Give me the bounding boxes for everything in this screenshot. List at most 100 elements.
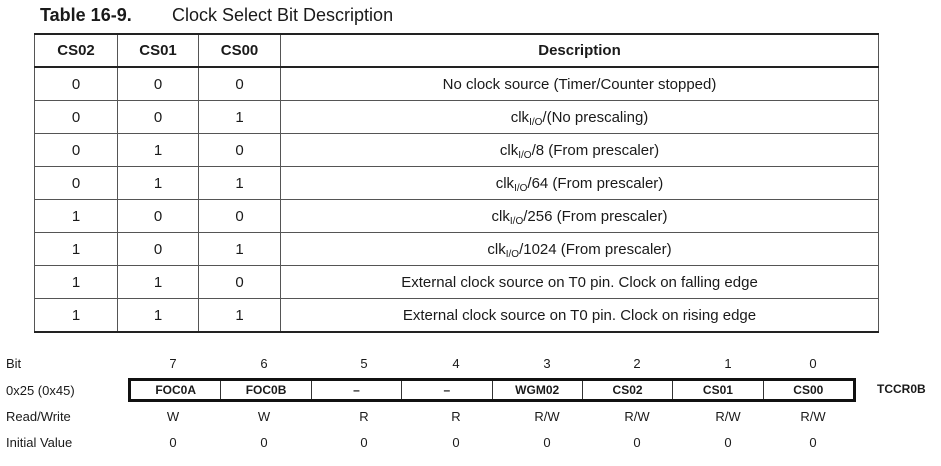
- description-text: clk: [491, 207, 510, 225]
- description-text: clk: [499, 141, 519, 159]
- initial-value: 0: [260, 435, 268, 450]
- cell-description: clkI/O/8 (From prescaler): [280, 133, 879, 167]
- cell-cs00: 1: [198, 298, 281, 333]
- register-field: –: [402, 381, 493, 399]
- cell-cs02: 1: [34, 265, 118, 299]
- bit-number: 5: [360, 356, 368, 371]
- table-row: 1 1 0 External clock source on T0 pin. Cloc…: [34, 265, 879, 299]
- cell-cs00: 0: [198, 66, 281, 101]
- description-text: clk: [510, 108, 530, 126]
- cell-cs02: 0: [34, 133, 118, 167]
- table-caption: Table 16-9. Clock Select Bit Description: [40, 4, 393, 26]
- cell-cs00: 1: [198, 100, 281, 134]
- access-value: R/W: [715, 409, 741, 424]
- table-row: 1 0 1 clkI/O/1024 (From prescaler): [34, 232, 879, 266]
- cell-cs00: 1: [198, 166, 281, 200]
- cell-cs01: 0: [117, 232, 199, 266]
- register-field: CS02: [583, 381, 674, 399]
- access-value: R/W: [534, 409, 560, 424]
- cell-cs02: 1: [34, 232, 118, 266]
- description-text: External clock source on T0 pin. Clock o…: [402, 306, 757, 324]
- cell-cs01: 0: [117, 66, 199, 101]
- register-field: WGM02: [493, 381, 583, 399]
- access-value: W: [257, 409, 271, 424]
- cell-description: External clock source on T0 pin. Clock o…: [280, 298, 879, 333]
- cell-description: External clock source on T0 pin. Clock o…: [280, 265, 879, 299]
- clock-subscript: I/O: [529, 116, 543, 128]
- clock-subscript: I/O: [514, 182, 528, 194]
- cell-description: clkI/O/(No prescaling): [280, 100, 879, 134]
- register-field: FOC0A: [131, 381, 222, 399]
- description-text: No clock source (Timer/Counter stopped): [442, 75, 717, 93]
- register-field: FOC0B: [221, 381, 312, 399]
- cell-description: clkI/O/256 (From prescaler): [280, 199, 879, 233]
- table-title: Clock Select Bit Description: [172, 5, 394, 25]
- bit-number: 3: [543, 356, 551, 371]
- description-suffix: /64 (From prescaler): [527, 174, 664, 192]
- initial-value: 0: [452, 435, 460, 450]
- cell-cs01: 0: [117, 199, 199, 233]
- description-suffix: /(No prescaling): [542, 108, 649, 126]
- register-field: CS01: [673, 381, 764, 399]
- table-row: 1 0 0 clkI/O/256 (From prescaler): [34, 199, 879, 233]
- cell-cs01: 1: [117, 166, 199, 200]
- bit-number: 6: [260, 356, 268, 371]
- table-row: 1 1 1 External clock source on T0 pin. Cloc…: [34, 298, 879, 333]
- clock-select-table: CS02 CS01 CS00 Description 0 0 0 No clock s…: [34, 33, 879, 333]
- bit-number: 2: [633, 356, 641, 371]
- cell-cs01: 1: [117, 265, 199, 299]
- cell-description: clkI/O/64 (From prescaler): [280, 166, 879, 200]
- cell-cs01: 0: [117, 100, 199, 134]
- table-number: Table 16-9.: [40, 5, 132, 25]
- cell-description: clkI/O/1024 (From prescaler): [280, 232, 879, 266]
- bit-label: Bit: [6, 356, 22, 371]
- cell-description: No clock source (Timer/Counter stopped): [280, 66, 879, 101]
- description-text: clk: [487, 240, 506, 258]
- initial-label: Initial Value: [6, 435, 73, 450]
- header-cs00: CS00: [198, 33, 281, 68]
- bit-number: 4: [452, 356, 460, 371]
- cell-cs02: 0: [34, 166, 118, 200]
- cell-cs00: 0: [198, 265, 281, 299]
- access-value: R/W: [624, 409, 650, 424]
- header-cs02: CS02: [34, 33, 118, 68]
- register-field: –: [312, 381, 403, 399]
- header-description: Description: [280, 33, 879, 68]
- initial-value: 0: [809, 435, 817, 450]
- bit-number: 0: [809, 356, 817, 371]
- cell-cs02: 0: [34, 66, 118, 101]
- cell-cs00: 0: [198, 199, 281, 233]
- access-value: R/W: [800, 409, 826, 424]
- table-row: 0 0 0 No clock source (Timer/Counter stoppe…: [34, 66, 879, 101]
- clock-subscript: I/O: [518, 149, 532, 161]
- table-row: 0 1 0 clkI/O/8 (From prescaler): [34, 133, 879, 167]
- access-value: R: [359, 409, 369, 424]
- header-cs01: CS01: [117, 33, 199, 68]
- initial-value: 0: [633, 435, 641, 450]
- description-text: External clock source on T0 pin. Clock o…: [401, 273, 758, 291]
- bit-number: 7: [169, 356, 177, 371]
- clock-subscript: I/O: [509, 215, 524, 227]
- description-text: clk: [495, 174, 515, 192]
- cell-cs01: 1: [117, 133, 199, 167]
- cell-cs02: 0: [34, 100, 118, 134]
- clock-subscript: I/O: [505, 248, 520, 260]
- cell-cs02: 1: [34, 298, 118, 333]
- register-name: TCCR0B: [877, 382, 926, 396]
- initial-value: 0: [543, 435, 551, 450]
- initial-value: 0: [169, 435, 177, 450]
- address-label: 0x25 (0x45): [6, 383, 75, 398]
- cell-cs00: 0: [198, 133, 281, 167]
- description-suffix: /8 (From prescaler): [531, 141, 660, 159]
- access-value: R: [451, 409, 461, 424]
- initial-value: 0: [724, 435, 732, 450]
- description-suffix: /256 (From prescaler): [523, 207, 668, 225]
- access-value: W: [166, 409, 180, 424]
- table-row: 0 1 1 clkI/O/64 (From prescaler): [34, 166, 879, 200]
- register-field: CS00: [793, 383, 824, 397]
- description-suffix: /1024 (From prescaler): [519, 240, 672, 258]
- cell-cs00: 1: [198, 232, 281, 266]
- cell-cs02: 1: [34, 199, 118, 233]
- table-header-row: CS02 CS01 CS00 Description: [34, 33, 879, 68]
- cell-cs01: 1: [117, 298, 199, 333]
